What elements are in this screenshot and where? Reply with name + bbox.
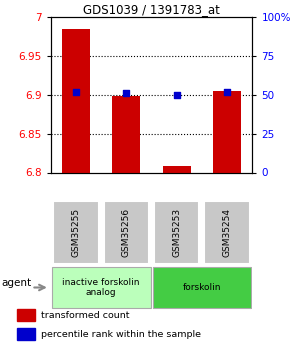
Bar: [113, 96, 140, 172]
Bar: [204, 201, 250, 264]
Bar: [62, 29, 90, 172]
Bar: [17, 309, 35, 321]
Bar: [153, 267, 251, 308]
Bar: [154, 201, 200, 264]
Text: GSM35256: GSM35256: [122, 208, 131, 257]
Text: GSM35255: GSM35255: [71, 208, 80, 257]
Bar: [163, 166, 191, 172]
Bar: [53, 201, 99, 264]
Bar: [17, 328, 35, 340]
Text: forskolin: forskolin: [183, 283, 221, 292]
Point: [74, 89, 78, 95]
Point: [124, 91, 129, 96]
Bar: [213, 91, 241, 172]
Text: GSM35254: GSM35254: [223, 208, 232, 257]
Title: GDS1039 / 1391783_at: GDS1039 / 1391783_at: [83, 3, 220, 16]
Text: transformed count: transformed count: [41, 311, 130, 320]
Point: [174, 92, 179, 98]
Point: [225, 89, 229, 95]
Bar: [104, 201, 149, 264]
Text: agent: agent: [1, 278, 31, 288]
Text: percentile rank within the sample: percentile rank within the sample: [41, 330, 202, 339]
Text: GSM35253: GSM35253: [172, 208, 181, 257]
Text: inactive forskolin
analog: inactive forskolin analog: [62, 278, 140, 297]
Bar: [52, 267, 151, 308]
